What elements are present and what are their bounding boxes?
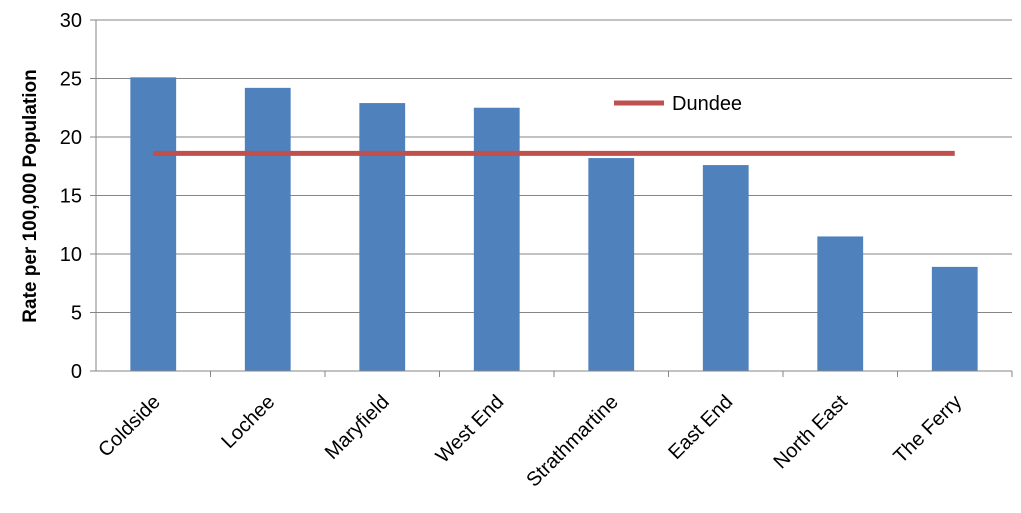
- bar-the-ferry: [931, 266, 978, 371]
- bar-lochee: [244, 87, 291, 372]
- y-tick-label: 5: [71, 303, 82, 325]
- bar-west-end: [473, 107, 520, 371]
- x-tick-label: Lochee: [217, 391, 279, 453]
- x-tick-label: Coldside: [94, 391, 165, 462]
- y-tick-label: 15: [60, 186, 82, 208]
- bar-maryfield: [359, 103, 406, 371]
- y-tick-labels: 0 5 10 15 20 25 30: [60, 10, 82, 383]
- bar-series: [130, 77, 978, 372]
- bar-east-end: [702, 165, 749, 371]
- x-tick-label: The Ferry: [889, 391, 966, 468]
- x-tick-label: West End: [432, 391, 509, 468]
- bar-coldside: [130, 77, 177, 371]
- y-tick-label: 20: [60, 127, 82, 149]
- x-tick-labels: Coldside Lochee Maryfield West End Strathmar…: [94, 391, 966, 492]
- legend-label-dundee: Dundee: [672, 93, 742, 115]
- y-tick-label: 25: [60, 69, 82, 91]
- x-tick-label: North East: [769, 391, 852, 474]
- y-tick-label: 10: [60, 244, 82, 266]
- bar-strathmartine: [588, 158, 635, 371]
- axes: [90, 19, 1013, 377]
- gridlines: [96, 19, 1012, 313]
- legend: Dundee: [614, 93, 742, 115]
- x-tick-label: East End: [664, 391, 737, 464]
- y-tick-label: 30: [60, 10, 82, 32]
- bar-north-east: [817, 236, 864, 371]
- x-tick-label: Maryfield: [321, 391, 394, 464]
- x-tick-label: Strathmartine: [522, 391, 622, 491]
- y-axis-label: Rate per 100,000 Population: [20, 69, 41, 322]
- y-tick-label: 0: [71, 361, 82, 383]
